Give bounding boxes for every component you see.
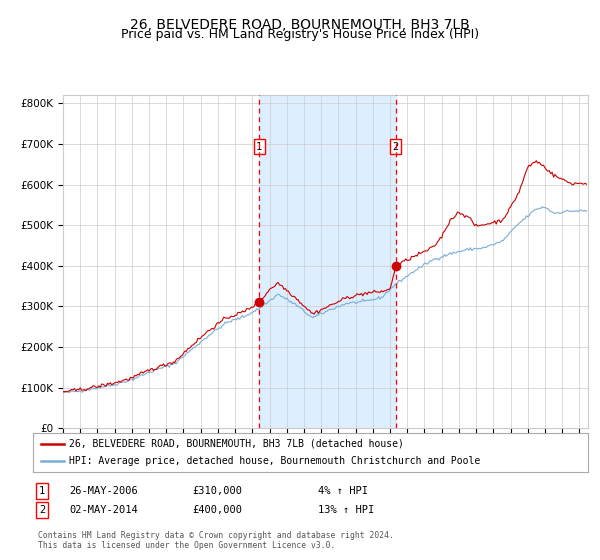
Text: 4% ↑ HPI: 4% ↑ HPI bbox=[318, 486, 368, 496]
Text: 2: 2 bbox=[392, 142, 399, 152]
Text: 26, BELVEDERE ROAD, BOURNEMOUTH, BH3 7LB: 26, BELVEDERE ROAD, BOURNEMOUTH, BH3 7LB bbox=[130, 18, 470, 32]
Text: HPI: Average price, detached house, Bournemouth Christchurch and Poole: HPI: Average price, detached house, Bour… bbox=[69, 456, 481, 466]
Text: £310,000: £310,000 bbox=[192, 486, 242, 496]
Text: 2: 2 bbox=[39, 505, 45, 515]
Text: 13% ↑ HPI: 13% ↑ HPI bbox=[318, 505, 374, 515]
Bar bbox=[259, 95, 396, 428]
Text: 26, BELVEDERE ROAD, BOURNEMOUTH, BH3 7LB (detached house): 26, BELVEDERE ROAD, BOURNEMOUTH, BH3 7LB… bbox=[69, 438, 404, 449]
Text: Contains HM Land Registry data © Crown copyright and database right 2024.
This d: Contains HM Land Registry data © Crown c… bbox=[38, 531, 394, 550]
Text: £400,000: £400,000 bbox=[192, 505, 242, 515]
Text: Price paid vs. HM Land Registry's House Price Index (HPI): Price paid vs. HM Land Registry's House … bbox=[121, 28, 479, 41]
Text: 1: 1 bbox=[256, 142, 262, 152]
Text: 26-MAY-2006: 26-MAY-2006 bbox=[69, 486, 138, 496]
Text: 1: 1 bbox=[39, 486, 45, 496]
Text: 02-MAY-2014: 02-MAY-2014 bbox=[69, 505, 138, 515]
